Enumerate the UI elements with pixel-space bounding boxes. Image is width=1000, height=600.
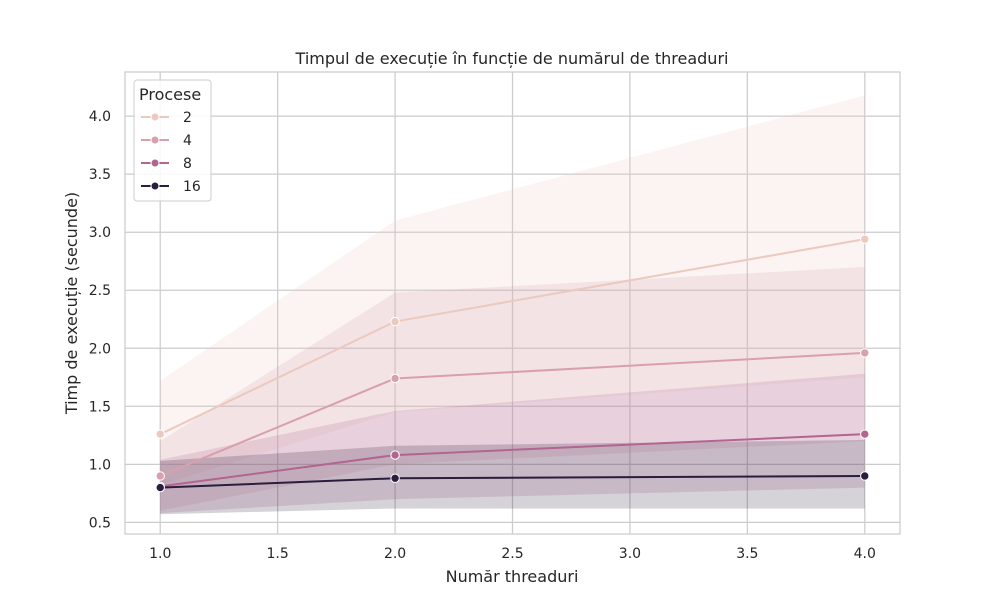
x-tick-label: 3.0 (619, 546, 641, 562)
y-tick-label: 3.5 (89, 167, 111, 183)
data-point-series-16 (390, 473, 400, 483)
legend-box (133, 79, 212, 202)
legend-label-8: 8 (183, 156, 192, 172)
legend-marker-4 (150, 135, 160, 145)
y-axis-label: Timp de execuție (secunde) (62, 192, 81, 415)
legend-marker-8 (150, 158, 160, 168)
ci-band-series-8 (160, 373, 865, 514)
data-point-series-8 (860, 429, 870, 439)
ci-band-series-4 (160, 267, 865, 511)
data-point-series-16 (155, 482, 165, 493)
data-point-series-2 (390, 316, 400, 327)
legend-marker-16 (150, 181, 160, 191)
x-tick-label: 3.5 (736, 546, 758, 562)
data-point-series-8 (390, 450, 400, 460)
y-tick-label: 4.0 (89, 109, 111, 125)
y-tick-label: 2.0 (89, 341, 111, 357)
chart-title: Timpul de execuție în funcție de numărul… (295, 49, 729, 68)
y-tick-label: 0.5 (89, 515, 111, 531)
data-point-series-4 (155, 471, 165, 481)
data-point-series-4 (390, 373, 400, 384)
ci-band-series-2 (160, 95, 865, 486)
series-lines (155, 234, 870, 493)
legend-label-16: 16 (183, 179, 201, 195)
x-tick-label: 4.0 (854, 546, 876, 562)
data-point-series-2 (860, 234, 870, 244)
legend-marker-2 (150, 112, 160, 122)
data-point-series-16 (860, 471, 870, 481)
y-tick-label: 2.5 (89, 283, 111, 299)
grid (125, 72, 900, 534)
y-tick-label: 1.0 (89, 457, 111, 473)
plot-frame (124, 71, 901, 535)
x-tick-label: 2.5 (501, 546, 523, 562)
legend: Procese 2 4 8 16 (133, 79, 212, 202)
x-tick-label: 1.0 (149, 546, 171, 562)
y-tick-label: 3.0 (89, 225, 111, 241)
legend-label-2: 2 (183, 110, 192, 126)
data-point-series-4 (860, 348, 870, 358)
legend-label-4: 4 (183, 133, 192, 149)
x-tick-labels: 1.0 1.5 2.0 2.5 3.0 3.5 4.0 (149, 546, 876, 562)
y-tick-labels: 0.5 1.0 1.5 2.0 2.5 3.0 3.5 4.0 (89, 109, 111, 531)
legend-title: Procese (139, 85, 201, 104)
x-tick-label: 2.0 (384, 546, 406, 562)
data-point-series-2 (155, 429, 165, 439)
legend-items: 2 4 8 16 (141, 110, 201, 195)
x-axis-label: Număr threaduri (446, 567, 579, 586)
y-tick-label: 1.5 (89, 399, 111, 415)
x-tick-label: 1.5 (267, 546, 289, 562)
